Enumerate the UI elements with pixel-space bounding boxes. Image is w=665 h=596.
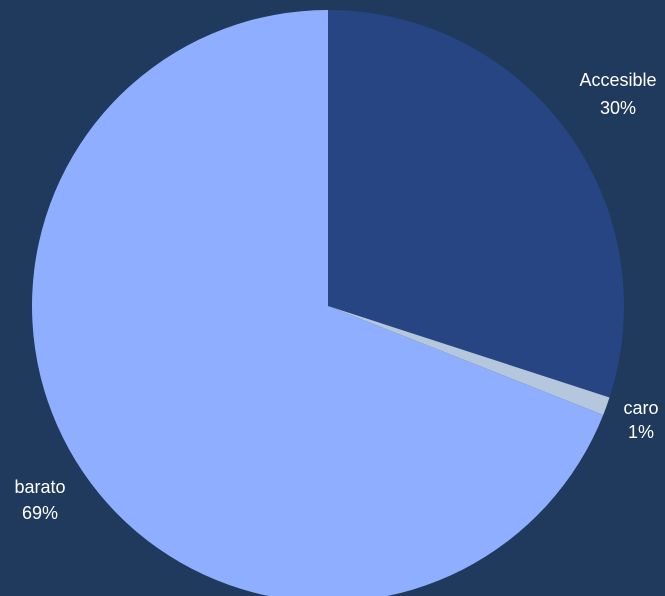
slice-label-caro: caro [623, 398, 658, 418]
pie-slice-accesible [328, 10, 624, 398]
slice-label-barato: barato [14, 477, 65, 497]
pie-slices [32, 10, 624, 596]
slice-percent-accesible: 30% [600, 98, 636, 118]
slice-label-accesible: Accesible [579, 70, 656, 90]
pie-slice-caro [328, 306, 610, 415]
slice-percent-barato: 69% [22, 503, 58, 523]
slice-percent-caro: 1% [628, 422, 654, 442]
pie-labels: Accesible 30% caro 1% barato 69% [14, 70, 658, 523]
pie-slice-barato [32, 10, 604, 596]
